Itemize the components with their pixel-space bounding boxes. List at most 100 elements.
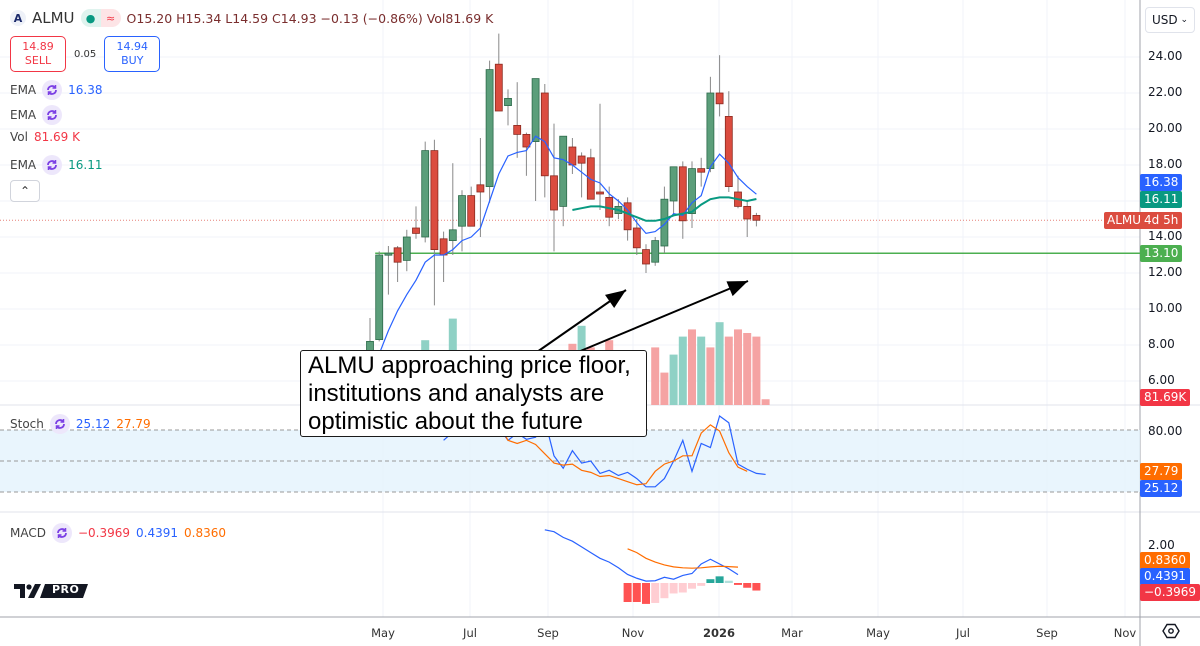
candle-body <box>678 166 687 222</box>
macd-histogram-bar <box>623 583 632 602</box>
arrow-head-icon <box>726 281 748 297</box>
arrow-head-icon <box>605 290 626 308</box>
legend-ema-1[interactable]: EMA 16.38 <box>10 80 103 100</box>
legend-ema-3[interactable]: EMA 16.11 <box>10 155 103 175</box>
chart-settings-button[interactable] <box>1160 620 1182 642</box>
vol-label: Vol <box>10 130 28 144</box>
buy-button[interactable]: 14.94 BUY <box>104 36 161 72</box>
legend-stoch[interactable]: Stoch 25.12 27.79 <box>10 414 151 434</box>
symbol-price-tag: ALMU <box>1104 212 1145 229</box>
price-tick: 10.00 <box>1148 301 1183 315</box>
volume-bar <box>678 336 687 405</box>
bar-countdown-badge: 4d 5h <box>1140 212 1183 229</box>
candle-body <box>577 155 586 164</box>
ema-3-value: 16.11 <box>68 158 103 172</box>
spread-value: 0.05 <box>74 48 97 60</box>
pro-label: PRO <box>52 583 80 596</box>
candle-body <box>669 166 678 202</box>
candle-body <box>494 63 503 112</box>
time-axis[interactable]: May Jul Sep Nov 2026 Mar May Jul Sep Nov <box>0 617 1140 646</box>
collapse-legend-button[interactable]: ⌃ <box>10 180 40 202</box>
volume-bar <box>752 336 761 405</box>
candle-body <box>706 92 715 169</box>
volume-badge: 81.69K <box>1140 389 1191 406</box>
macd-line <box>544 529 739 582</box>
candle-body <box>743 205 752 220</box>
macd-histogram-bar <box>743 583 752 588</box>
tradingview-pro-logo[interactable]: PRO <box>14 582 88 600</box>
candle-body <box>623 202 632 231</box>
macd-signal-line <box>627 548 739 569</box>
delayed-data-icon: ≈ <box>100 9 121 27</box>
refresh-icon[interactable] <box>42 80 63 100</box>
volume-bar <box>660 372 669 405</box>
candle-body <box>375 254 384 340</box>
macd-tick: 2.00 <box>1148 538 1175 552</box>
price-tick: 8.00 <box>1148 337 1175 351</box>
ema-fast-line <box>369 135 757 385</box>
time-tick: Jul <box>956 626 970 640</box>
candle-body <box>485 69 494 187</box>
price-tick: 14.00 <box>1148 229 1183 243</box>
refresh-icon[interactable] <box>51 523 72 543</box>
support-level-badge: 13.10 <box>1140 245 1183 262</box>
refresh-icon[interactable] <box>42 155 63 175</box>
volume-bar <box>761 399 770 405</box>
macd-histogram-bar <box>706 579 715 583</box>
macd-hist-badge: −0.3969 <box>1140 584 1200 601</box>
market-status[interactable]: ● ≈ <box>80 9 121 27</box>
candle-body <box>632 227 641 249</box>
candle-body <box>504 98 512 107</box>
stoch-k-value: 25.12 <box>75 417 111 431</box>
legend-macd[interactable]: MACD −0.3969 0.4391 0.8360 <box>10 523 226 543</box>
currency-select[interactable]: USD ⌄ <box>1145 7 1195 33</box>
price-tick: 6.00 <box>1148 373 1175 387</box>
macd-histogram-bar <box>651 583 660 603</box>
stoch-label: Stoch <box>10 417 44 431</box>
time-tick: Sep <box>1036 626 1058 640</box>
refresh-icon[interactable] <box>42 105 63 125</box>
annotation-arrow <box>577 280 749 353</box>
buy-label: BUY <box>121 54 144 67</box>
macd-histogram-bar <box>642 583 650 604</box>
ema-3-label: EMA <box>10 158 37 172</box>
annotation-line-1: ALMU approaching price floor, <box>308 352 631 379</box>
macd-histogram-bar <box>724 580 733 583</box>
annotation-line-2: institutions and analysts are <box>308 380 605 407</box>
settings-hexagon-icon <box>1162 623 1180 639</box>
stoch-d-line <box>461 415 748 486</box>
price-tick: 12.00 <box>1148 265 1183 279</box>
sell-button[interactable]: 14.89 SELL <box>10 36 66 72</box>
candle-body <box>660 198 669 247</box>
macd-histogram-bar <box>688 583 696 589</box>
macd-signal-value: 0.8360 <box>184 526 227 540</box>
ema-1-value: 16.38 <box>68 83 103 97</box>
time-tick-year: 2026 <box>702 626 736 640</box>
macd-histogram-bar <box>715 576 724 583</box>
vol-value: 81.69 K <box>33 130 80 144</box>
annotation-callout[interactable]: ALMU approaching price floor, institutio… <box>300 350 647 437</box>
candle-body <box>513 125 522 135</box>
candle-body <box>467 195 476 227</box>
volume-bar <box>697 336 706 405</box>
macd-histogram-bar <box>734 583 742 585</box>
candle-body <box>384 252 393 256</box>
candle-body <box>476 184 485 193</box>
candle-body <box>724 116 733 187</box>
symbol-ticker[interactable]: ALMU <box>32 9 75 27</box>
sell-label: SELL <box>24 54 52 67</box>
candle-body <box>586 157 595 200</box>
time-tick: May <box>371 626 395 640</box>
candle-body <box>412 227 420 234</box>
legend-volume[interactable]: Vol 81.69 K <box>10 130 80 144</box>
currency-value: USD <box>1152 13 1178 27</box>
ohlc-values: O15.20 H15.34 L14.59 C14.93 −0.13 (−0.86… <box>126 10 494 26</box>
macd-hist-value: −0.3969 <box>77 526 131 540</box>
legend-ema-2[interactable]: EMA <box>10 105 63 125</box>
volume-bar <box>715 322 724 405</box>
refresh-icon[interactable] <box>49 414 70 434</box>
macd-histogram-bar <box>660 583 669 599</box>
candle-body <box>651 240 660 263</box>
